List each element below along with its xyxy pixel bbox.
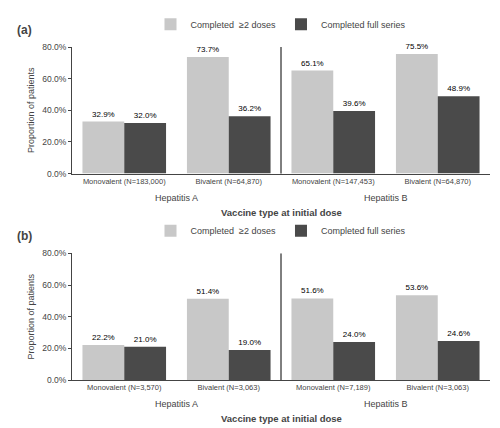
- svg-text:36.2%: 36.2%: [238, 104, 261, 113]
- svg-text:Hepatitis A: Hepatitis A: [155, 193, 198, 203]
- svg-text:Hepatitis B: Hepatitis B: [364, 399, 408, 409]
- svg-text:Monovalent (N=147,453): Monovalent (N=147,453): [292, 177, 375, 186]
- svg-text:0.0%: 0.0%: [47, 169, 67, 179]
- svg-text:60.0%: 60.0%: [42, 74, 67, 84]
- svg-text:73.7%: 73.7%: [197, 45, 220, 54]
- svg-text:Bivalent (N=64,870): Bivalent (N=64,870): [405, 177, 472, 186]
- svg-text:75.5%: 75.5%: [406, 42, 429, 51]
- svg-text:20.0%: 20.0%: [42, 343, 67, 353]
- svg-text:80.0%: 80.0%: [42, 248, 67, 258]
- svg-text:Monovalent (N=7,189): Monovalent (N=7,189): [296, 383, 371, 392]
- svg-text:19.0%: 19.0%: [238, 338, 261, 347]
- svg-text:21.0%: 21.0%: [134, 335, 157, 344]
- svg-text:Completed ≥2 doses: Completed ≥2 doses: [191, 226, 276, 236]
- svg-text:Monovalent (N=3,570): Monovalent (N=3,570): [87, 383, 162, 392]
- svg-text:65.1%: 65.1%: [301, 59, 324, 68]
- svg-text:40.0%: 40.0%: [42, 105, 67, 115]
- svg-text:Bivalent (N=64,870): Bivalent (N=64,870): [196, 177, 263, 186]
- svg-text:40.0%: 40.0%: [42, 312, 67, 322]
- svg-text:Vaccine type at initial dose: Vaccine type at initial dose: [221, 413, 342, 424]
- svg-text:32.9%: 32.9%: [92, 110, 115, 119]
- svg-text:Bivalent (N=3,063): Bivalent (N=3,063): [407, 383, 470, 392]
- svg-text:51.6%: 51.6%: [301, 286, 324, 295]
- svg-text:24.6%: 24.6%: [447, 329, 470, 338]
- svg-text:Hepatitis A: Hepatitis A: [155, 399, 198, 409]
- svg-text:Completed ≥2 doses: Completed ≥2 doses: [191, 20, 276, 30]
- svg-text:48.9%: 48.9%: [447, 84, 470, 93]
- svg-text:60.0%: 60.0%: [42, 280, 67, 290]
- svg-text:24.0%: 24.0%: [343, 330, 366, 339]
- svg-text:53.6%: 53.6%: [406, 283, 429, 292]
- svg-text:0.0%: 0.0%: [47, 375, 67, 385]
- svg-text:39.6%: 39.6%: [343, 99, 366, 108]
- svg-text:80.0%: 80.0%: [42, 42, 67, 52]
- svg-text:(b): (b): [17, 229, 32, 243]
- svg-text:32.0%: 32.0%: [134, 111, 157, 120]
- svg-text:Proportion of patients: Proportion of patients: [26, 273, 36, 359]
- svg-text:Completed full series: Completed full series: [321, 226, 406, 236]
- svg-text:20.0%: 20.0%: [42, 137, 67, 147]
- svg-text:22.2%: 22.2%: [92, 333, 115, 342]
- svg-text:51.4%: 51.4%: [197, 287, 220, 296]
- svg-text:Vaccine type at initial dose: Vaccine type at initial dose: [221, 207, 342, 218]
- svg-text:Completed full series: Completed full series: [321, 20, 406, 30]
- svg-text:(a): (a): [17, 23, 32, 37]
- svg-text:Bivalent (N=3,063): Bivalent (N=3,063): [198, 383, 261, 392]
- svg-text:Monovalent (N=183,000): Monovalent (N=183,000): [83, 177, 166, 186]
- svg-text:Hepatitis B: Hepatitis B: [364, 193, 408, 203]
- svg-text:Proportion of patients: Proportion of patients: [26, 67, 36, 153]
